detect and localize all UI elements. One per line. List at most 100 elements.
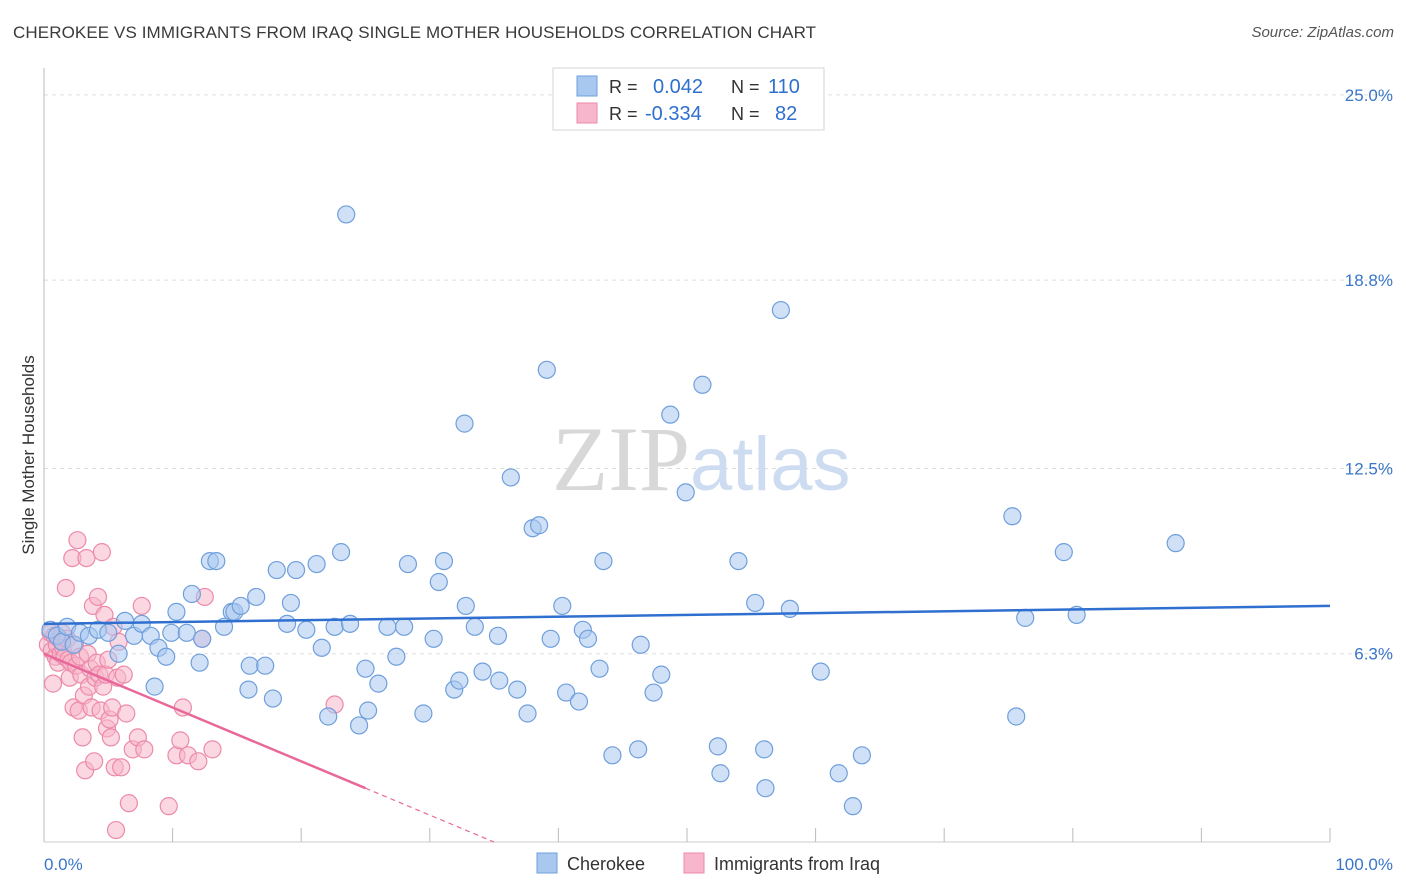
cherokee-point	[490, 671, 509, 690]
y-tick-labels: 6.3% 12.5% 18.8% 25.0%	[1345, 86, 1393, 664]
trend-lines	[43, 604, 1331, 843]
cherokee-point	[557, 683, 576, 702]
watermark-zip: ZIP	[552, 408, 690, 510]
cherokee-point	[297, 620, 316, 639]
legend-bottom-label-cherokee: Cherokee	[567, 854, 645, 874]
cherokee-point	[501, 468, 520, 487]
cherokee-point	[115, 611, 135, 630]
legend-bottom-swatch-cherokee	[536, 852, 558, 874]
iraq-point	[73, 728, 92, 747]
cherokee-point	[434, 551, 454, 571]
legend-bottom-swatch-iraq	[683, 852, 705, 874]
cherokee-point	[277, 614, 297, 633]
legend-n-label-iraq: N =	[731, 104, 760, 124]
cherokee-point	[369, 674, 388, 693]
x-tick-label-min: 0.0%	[44, 855, 83, 874]
legend-r-value-cherokee: 0.042	[653, 76, 703, 98]
iraq-point	[171, 731, 190, 750]
cherokee-point	[711, 764, 730, 783]
cherokee-point	[356, 659, 375, 678]
iraq-point	[85, 752, 104, 771]
cherokee-point	[473, 662, 492, 681]
source-credit: Source: ZipAtlas.com	[1251, 24, 1394, 41]
cherokee-point	[247, 587, 266, 607]
iraq-point	[114, 665, 133, 684]
cherokee-point	[378, 617, 397, 636]
cherokee-point	[331, 543, 351, 562]
cherokee-point	[537, 360, 556, 379]
cherokee-point	[109, 644, 128, 663]
cherokee-point	[1007, 707, 1026, 726]
cherokee-point	[508, 680, 527, 699]
cherokee-point	[177, 623, 196, 642]
cherokee-point	[729, 551, 748, 571]
cherokee-point	[145, 677, 164, 696]
cherokee-point	[307, 554, 326, 574]
cherokee-point	[1003, 507, 1022, 526]
cherokee-point	[240, 656, 259, 675]
cherokee-point	[312, 638, 331, 657]
legend-bottom-label-iraq: Immigrants from Iraq	[714, 854, 880, 874]
cherokee-point	[267, 560, 286, 580]
cherokee-point	[394, 617, 414, 636]
cherokee-point	[281, 593, 301, 613]
legend-r-label-iraq: R =	[609, 104, 638, 124]
cherokee-point	[811, 662, 830, 681]
iraq-point	[92, 543, 111, 562]
cherokee-point	[358, 701, 378, 720]
cherokee-point	[852, 746, 871, 765]
iraq-point	[135, 740, 154, 759]
cherokee-point	[239, 680, 258, 699]
cherokee-point	[590, 659, 609, 678]
cherokee-point	[488, 626, 508, 645]
cherokee-point	[541, 629, 560, 648]
cherokee-point	[414, 704, 433, 723]
cherokee-point	[631, 635, 650, 654]
cherokee-point	[455, 414, 474, 433]
cherokee-point	[780, 599, 799, 619]
cherokee-point	[708, 737, 727, 756]
cherokee-point	[771, 300, 790, 320]
cherokee-point	[644, 683, 663, 702]
series-iraq-points	[38, 531, 344, 840]
legend-r-value-iraq: -0.334	[645, 103, 702, 125]
iraq-point	[119, 794, 138, 813]
cherokee-point	[337, 205, 356, 224]
iraq-point	[112, 758, 131, 777]
iraq-point	[68, 531, 87, 550]
cherokee-point	[286, 560, 306, 580]
cherokee-point	[1054, 543, 1073, 562]
series-cherokee-points	[41, 205, 1185, 816]
trend-line-cherokee	[43, 604, 1331, 626]
cherokee-point	[162, 623, 181, 642]
legend-top: R = 0.042 N = 110 R = -0.334 N = 82	[552, 67, 825, 131]
cherokee-point	[450, 671, 469, 690]
y-axis-label: Single Mother Households	[19, 355, 38, 554]
cherokee-point	[676, 483, 695, 502]
y-tick-label: 25.0%	[1345, 86, 1393, 105]
watermark: ZIP atlas	[552, 408, 851, 510]
cherokee-point	[456, 596, 475, 616]
cherokee-point	[829, 764, 848, 783]
iraq-point	[117, 704, 136, 723]
cherokee-point	[465, 617, 484, 636]
legend-bottom: Cherokee Immigrants from Iraq	[536, 852, 880, 874]
chart-title: CHEROKEE VS IMMIGRANTS FROM IRAQ SINGLE …	[13, 23, 817, 42]
x-tick-label-max: 100.0%	[1335, 855, 1393, 874]
cherokee-point	[1166, 534, 1185, 553]
cherokee-point	[755, 740, 774, 759]
cherokee-point	[193, 629, 212, 648]
cherokee-point	[1016, 608, 1035, 627]
iraq-point	[56, 578, 75, 598]
cherokee-point	[167, 602, 186, 621]
legend-top-box	[552, 67, 825, 131]
cherokee-point	[629, 740, 648, 759]
cherokee-point	[424, 629, 443, 648]
cherokee-point	[578, 629, 598, 648]
legend-n-value-iraq: 82	[775, 103, 797, 125]
iraq-point	[203, 740, 222, 759]
cherokee-point	[182, 584, 201, 604]
watermark-atlas: atlas	[690, 422, 851, 507]
iraq-point	[101, 728, 120, 747]
